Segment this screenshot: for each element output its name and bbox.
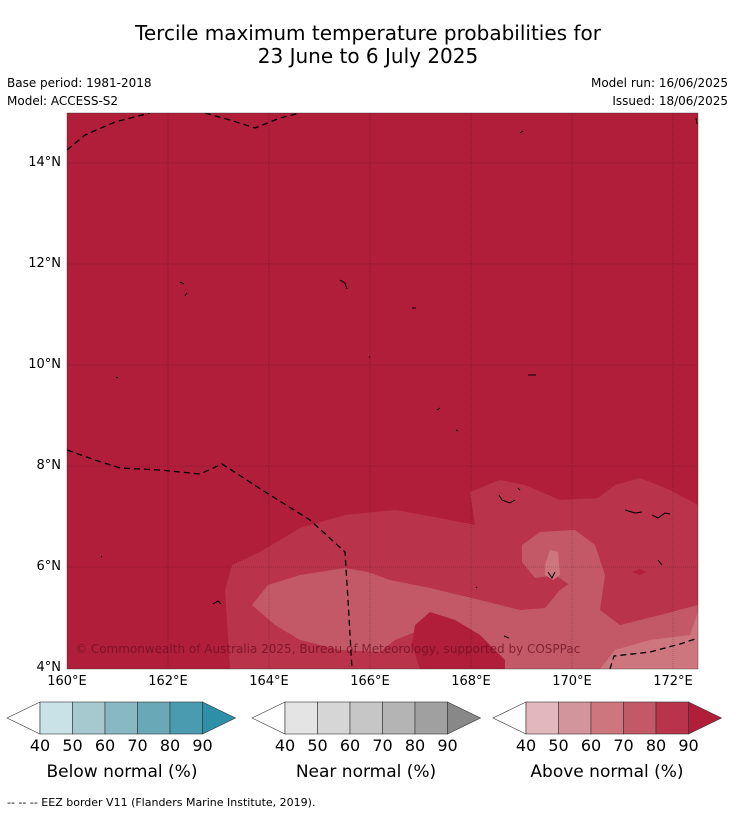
lat-label: 12°N — [28, 256, 61, 271]
colorbar-tick-label: 60 — [94, 736, 116, 755]
title-line-2: 23 June to 6 July 2025 — [257, 44, 479, 68]
colorbar-tick-label: 50 — [62, 736, 83, 755]
colorbar-tick-label: 50 — [548, 736, 569, 755]
colorbar-tick-label: 80 — [159, 736, 181, 755]
colorbar-max-extend — [202, 701, 237, 735]
colorbar-tick-label: 70 — [613, 736, 634, 755]
colorbar-below-normal — [6, 701, 237, 735]
islands — [100, 117, 698, 639]
lat-label: 4°N — [36, 660, 62, 675]
eez-borders — [67, 113, 698, 669]
issued-date: Issued: 18/06/2025 — [612, 94, 728, 108]
lon-label: 168°E — [451, 674, 491, 689]
colorbar-tick-label: 40 — [515, 736, 537, 755]
colorbar-segment — [525, 701, 559, 735]
colorbar-segment — [558, 701, 592, 735]
colorbar-segment — [317, 701, 351, 735]
lon-label: 172°E — [653, 674, 693, 689]
colorbar-segment — [382, 701, 416, 735]
colorbar-segment — [284, 701, 318, 735]
colorbar-tick-label: 50 — [307, 736, 328, 755]
title-line-1: Tercile maximum temperature probabilitie… — [135, 21, 601, 45]
lon-label: 160°E — [47, 674, 87, 689]
meta-right: Model run: 16/06/2025 Issued: 18/06/2025 — [591, 74, 728, 110]
lat-label: 8°N — [36, 458, 62, 473]
colorbar-min-extend — [251, 701, 286, 735]
graticule — [67, 113, 698, 669]
base-period: Base period: 1981-2018 — [7, 76, 152, 90]
contour-90-patch — [412, 612, 505, 669]
colorbar-max-extend — [447, 701, 482, 735]
model-name: Model: ACCESS-S2 — [7, 94, 119, 108]
colorbar-segment — [623, 701, 657, 735]
colorbar-segment — [137, 701, 171, 735]
colorbar-segment — [349, 701, 383, 735]
colorbar-tick-label: 70 — [372, 736, 393, 755]
colorbar-tick-label: 80 — [404, 736, 426, 755]
lat-label: 6°N — [36, 559, 62, 574]
colorbar-tick-label: 40 — [29, 736, 51, 755]
colorbar-segment — [414, 701, 448, 735]
colorbar-min-extend — [6, 701, 41, 735]
lat-label: 14°N — [28, 155, 61, 170]
colorbar-tick-label: 60 — [580, 736, 602, 755]
colorbar-tick-label: 90 — [192, 736, 213, 755]
island-red — [632, 569, 646, 575]
colorbar-segment — [39, 701, 73, 735]
colorbar-segment — [104, 701, 138, 735]
contour-70-east — [522, 530, 605, 610]
colorbar-title-above: Above normal (%) — [530, 762, 684, 782]
map-title: Tercile maximum temperature probabilitie… — [0, 22, 736, 68]
colorbar-near-normal — [251, 701, 482, 735]
colorbar-tick-label: 90 — [437, 736, 458, 755]
colorbar-segment — [169, 701, 203, 735]
colorbar-tick-label: 90 — [678, 736, 699, 755]
eez-footer-note: -- -- -- EEZ border V11 (Flanders Marine… — [7, 796, 316, 809]
colorbar-tick-label: 70 — [127, 736, 148, 755]
colorbar-max-extend — [688, 701, 723, 735]
colorbar-tick-label: 60 — [339, 736, 361, 755]
colorbar-segment — [72, 701, 106, 735]
colorbar-tick-label: 40 — [274, 736, 296, 755]
map-frame — [66, 112, 699, 670]
lon-label: 170°E — [552, 674, 592, 689]
model-run: Model run: 16/06/2025 — [590, 76, 728, 90]
colorbar-title-near: Near normal (%) — [295, 762, 437, 782]
colorbar-segment — [655, 701, 689, 735]
lat-label: 10°N — [28, 357, 61, 372]
lon-label: 164°E — [249, 674, 289, 689]
lon-label: 162°E — [148, 674, 188, 689]
colorbar-segment — [590, 701, 624, 735]
colorbar-min-extend — [492, 701, 527, 735]
colorbar-tick-label: 80 — [645, 736, 667, 755]
colorbar-title-below: Below normal (%) — [46, 762, 198, 782]
meta-left: Base period: 1981-2018 Model: ACCESS-S2 — [7, 74, 152, 110]
copyright-text: © Commonwealth of Australia 2025, Bureau… — [75, 642, 580, 656]
lon-label: 166°E — [350, 674, 390, 689]
colorbar-above-normal — [492, 701, 723, 735]
